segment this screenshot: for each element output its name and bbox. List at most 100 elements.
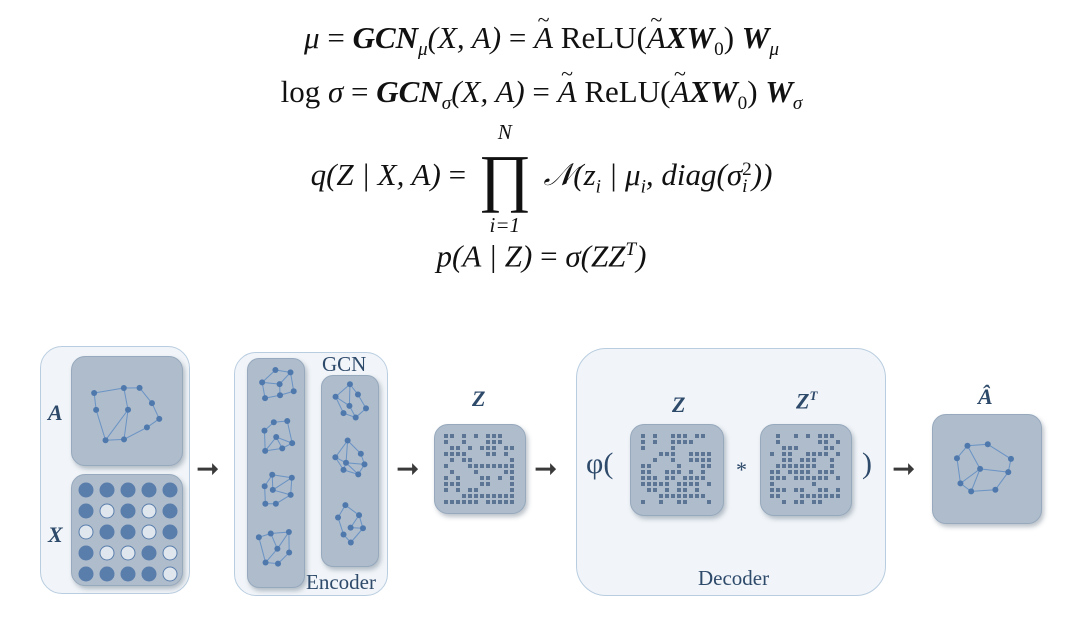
feature-node [78,482,94,498]
decoder-zt-pattern-cell [776,488,780,492]
decoder-zt-pattern-cell [812,500,816,504]
encoder-graph-1-node [262,447,269,454]
encoder-graph-2-node [272,500,279,507]
decoder-zt-pattern-cell [818,500,822,504]
latent-z-pattern-cell [486,482,490,486]
latent-z-pattern-cell [474,434,478,438]
latent-z-pattern-cell [504,500,508,504]
decoder-zt-pattern-cell [800,494,804,498]
latent-z-pattern-cell [510,458,514,462]
latent-z-pattern-cell [468,500,472,504]
reconstructed-graph-node [957,480,964,487]
gcn-label: GCN [322,352,367,376]
decoder-z-pattern-cell [677,494,681,498]
latent-z-pattern-cell [468,488,472,492]
product-operator: N ∏ i=1 [478,120,532,237]
encoder-graph-0-edge [261,369,276,383]
decoder-zt-pattern-cell [806,458,810,462]
encoder-graph-0 [259,366,297,402]
gcn-graph-2-node [347,539,354,546]
encoder-graph-2-node [288,474,295,481]
gcn-graph-0-node [363,405,370,412]
encoder-graph-3-node [267,530,274,537]
decoder-zt-pattern-cell [818,470,822,474]
decoder-zt-pattern-cell [788,458,792,462]
latent-z-pattern-cell [486,476,490,480]
latent-z-pattern-cell [468,494,472,498]
decoder-zt-pattern-cell [800,470,804,474]
decoder-z-pattern-cell [683,434,687,438]
gcn-graph-1-node [332,454,339,461]
encoder-graph-0-node [287,369,294,376]
latent-z-pattern-cell [462,440,466,444]
latent-z-pattern-cell [504,494,508,498]
latent-z-pattern-cell [504,452,508,456]
decoder-z-pattern-cell [647,482,651,486]
reconstructed-graph [953,441,1014,495]
feature-node [99,503,115,519]
decoder-z-pattern-cell [707,452,711,456]
gcn-graph-2-node [356,512,363,519]
decoder-z-pattern-cell [653,440,657,444]
decoder-z-pattern-cell [653,458,657,462]
latent-z-pattern-cell [444,488,448,492]
encoder-graph-0-node [259,379,266,386]
latent-z-pattern [444,434,514,504]
feature-node [162,545,178,561]
decoder-zt-pattern-cell [794,464,798,468]
adjacency-graph-node [93,406,100,413]
adjacency-graph-node [136,384,143,391]
gcn-graph-2-node [359,525,366,532]
decoder-zt-pattern-cell [806,494,810,498]
decoder-z-pattern-cell [695,458,699,462]
reconstructed-graph-edge [970,468,981,492]
decoder-zt-pattern-cell [770,470,774,474]
decoder-z-pattern-cell [683,488,687,492]
decoder-zt-pattern-cell [770,494,774,498]
latent-z-pattern-cell [456,452,460,456]
decoder-zt-pattern-cell [770,452,774,456]
decoder-zt-pattern-cell [788,446,792,450]
gcn-graph-2-node [335,514,342,521]
decoder-z-pattern-cell [665,452,669,456]
latent-z-pattern-cell [504,446,508,450]
latent-z-pattern-cell [468,464,472,468]
arrow-1: ➞ [196,452,220,485]
input-label-x: X [48,522,63,547]
latent-z-pattern-cell [492,452,496,456]
gcn-graph-1-node [343,459,350,466]
decoder-z-pattern-cell [671,440,675,444]
encoder-graph-0-node [262,395,269,402]
decoder-z-pattern-cell [707,500,711,504]
decoder-zt-pattern-cell [794,476,798,480]
decoder-z-pattern-cell [641,500,645,504]
decoder-z-pattern-cell [677,464,681,468]
reconstructed-graph-node [1005,469,1012,476]
adjacency-graph-edge [94,387,124,394]
latent-z-pattern-cell [474,488,478,492]
feature-node [162,524,178,540]
decoder-zt-pattern-cell [806,434,810,438]
reconstructed-graph-node [1007,455,1014,462]
decoder-z-pattern-cell [671,452,675,456]
decoder-z-pattern-cell [665,494,669,498]
latent-z-pattern-cell [486,464,490,468]
arrow-3: ➞ [534,452,558,485]
latent-z-pattern-cell [492,434,496,438]
decoder-zt-pattern-cell [824,476,828,480]
latent-z-pattern-cell [498,440,502,444]
gcn-graph-1-node [355,471,362,478]
feature-node [120,482,136,498]
gcn-graph-0-node [332,393,339,400]
decoder-z-pattern-cell [707,482,711,486]
decoder-zt-pattern-cell [824,440,828,444]
decoder-zt-pattern-cell [836,440,840,444]
decoder-zt-pattern-cell [818,494,822,498]
decoder-z-pattern-cell [701,464,705,468]
feature-node [141,524,157,540]
latent-z-pattern-cell [462,500,466,504]
encoder-graph-2-node [262,500,269,507]
decoder-zt-pattern-cell [806,464,810,468]
arrow-4: ➞ [892,452,916,485]
decoder-z-pattern-cell [689,440,693,444]
